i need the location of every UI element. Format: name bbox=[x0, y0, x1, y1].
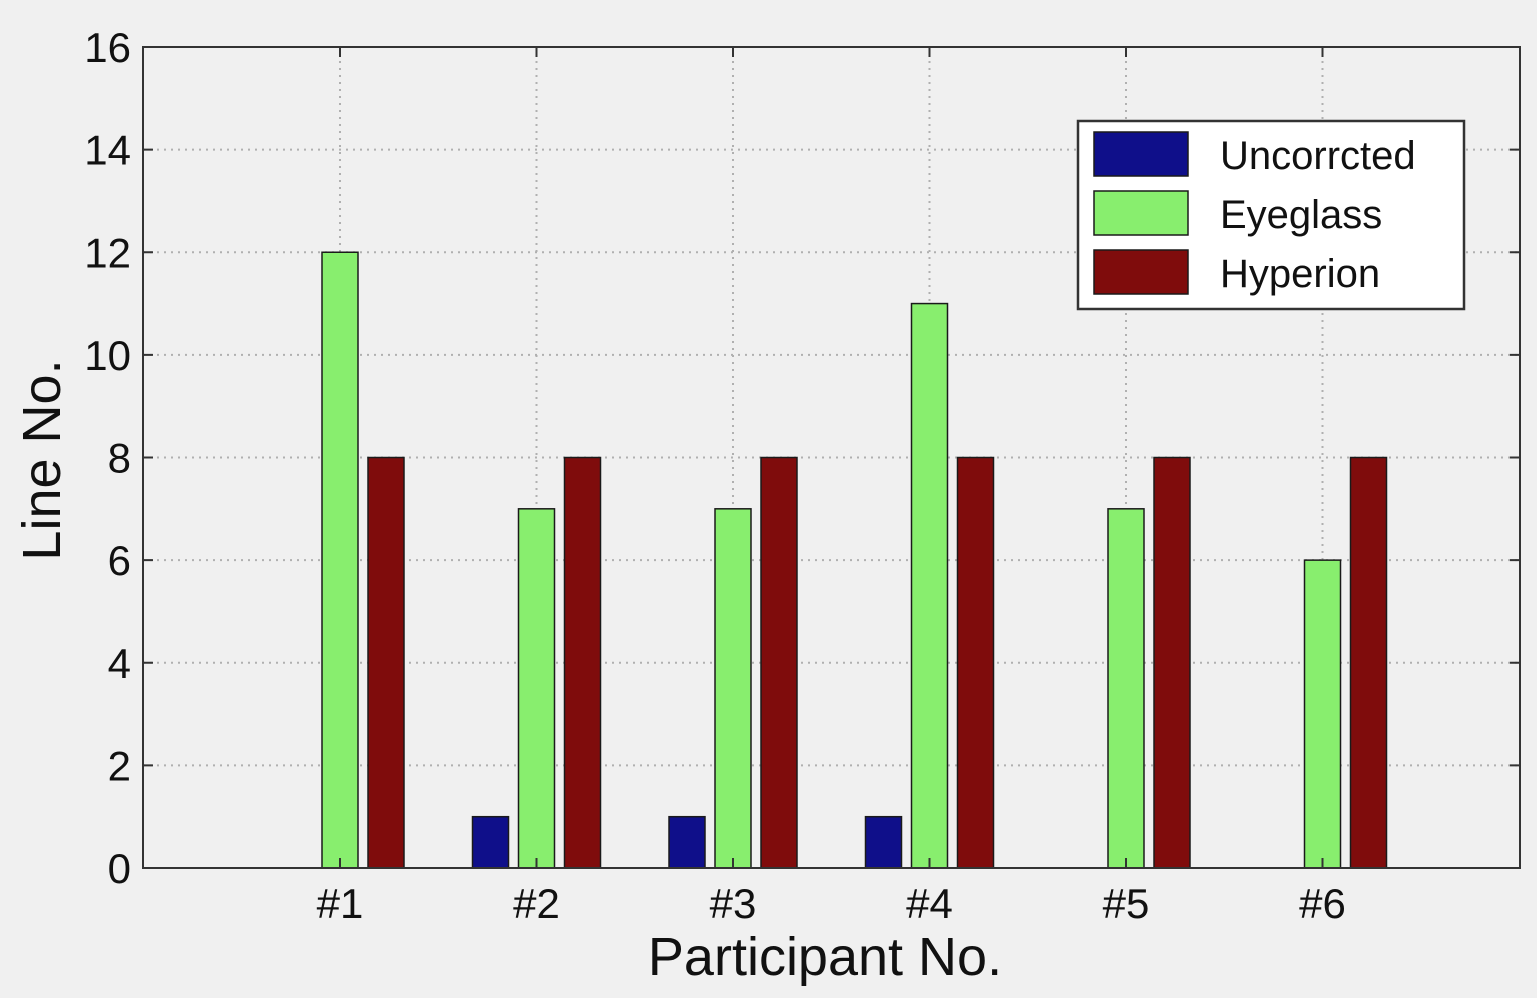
bar-eyeglass-5 bbox=[1107, 508, 1145, 869]
y-tick-label: 8 bbox=[108, 435, 131, 482]
x-tick-label: #1 bbox=[317, 880, 364, 927]
bar-eyeglass-2 bbox=[517, 508, 556, 869]
x-tick-label: #2 bbox=[513, 880, 560, 927]
y-axis-ticks: 0 2 4 6 8 10 12 14 16 bbox=[84, 24, 1520, 892]
y-axis-title: Line No. bbox=[12, 359, 72, 560]
x-tick-label: #5 bbox=[1103, 880, 1150, 927]
bar-hyperion-4 bbox=[956, 456, 995, 869]
y-tick-label: 6 bbox=[108, 537, 131, 584]
y-tick-label: 4 bbox=[108, 640, 131, 687]
legend: Uncorrcted Eyeglass Hyperion bbox=[1076, 119, 1466, 311]
bar-eyeglass-1 bbox=[321, 251, 359, 869]
legend-label-hyperion: Hyperion bbox=[1220, 252, 1380, 296]
y-tick-label: 10 bbox=[84, 332, 131, 379]
x-tick-label: #3 bbox=[710, 880, 757, 927]
legend-label-uncorrcted: Uncorrcted bbox=[1220, 134, 1416, 178]
bar-hyperion-1 bbox=[367, 456, 405, 869]
bar-eyeglass-6 bbox=[1303, 559, 1342, 869]
bar-eyeglass-4 bbox=[910, 302, 949, 869]
x-tick-label: #4 bbox=[906, 880, 953, 927]
bars bbox=[321, 251, 1388, 869]
x-axis-title: Participant No. bbox=[648, 927, 1002, 987]
bar-hyperion-3 bbox=[760, 456, 798, 869]
x-axis-ticks: #1 #2 #3 #4 #5 #6 bbox=[317, 47, 1346, 927]
bar-uncorrcted-4 bbox=[864, 815, 903, 869]
y-tick-label: 14 bbox=[84, 127, 131, 174]
legend-swatch-hyperion bbox=[1093, 249, 1189, 295]
y-tick-label: 2 bbox=[108, 742, 131, 789]
legend-swatch-uncorrcted bbox=[1093, 131, 1189, 177]
x-tick-label: #6 bbox=[1299, 880, 1346, 927]
bar-uncorrcted-3 bbox=[668, 815, 706, 869]
y-tick-label: 12 bbox=[84, 229, 131, 276]
y-tick-label: 16 bbox=[84, 24, 131, 71]
legend-swatch-eyeglass bbox=[1093, 190, 1189, 236]
legend-label-eyeglass: Eyeglass bbox=[1220, 193, 1382, 237]
bar-hyperion-2 bbox=[563, 456, 602, 869]
y-tick-label: 0 bbox=[108, 845, 131, 892]
bar-uncorrcted-2 bbox=[471, 815, 510, 869]
bar-hyperion-6 bbox=[1349, 456, 1388, 869]
bar-hyperion-5 bbox=[1153, 456, 1191, 869]
bar-eyeglass-3 bbox=[714, 508, 752, 869]
